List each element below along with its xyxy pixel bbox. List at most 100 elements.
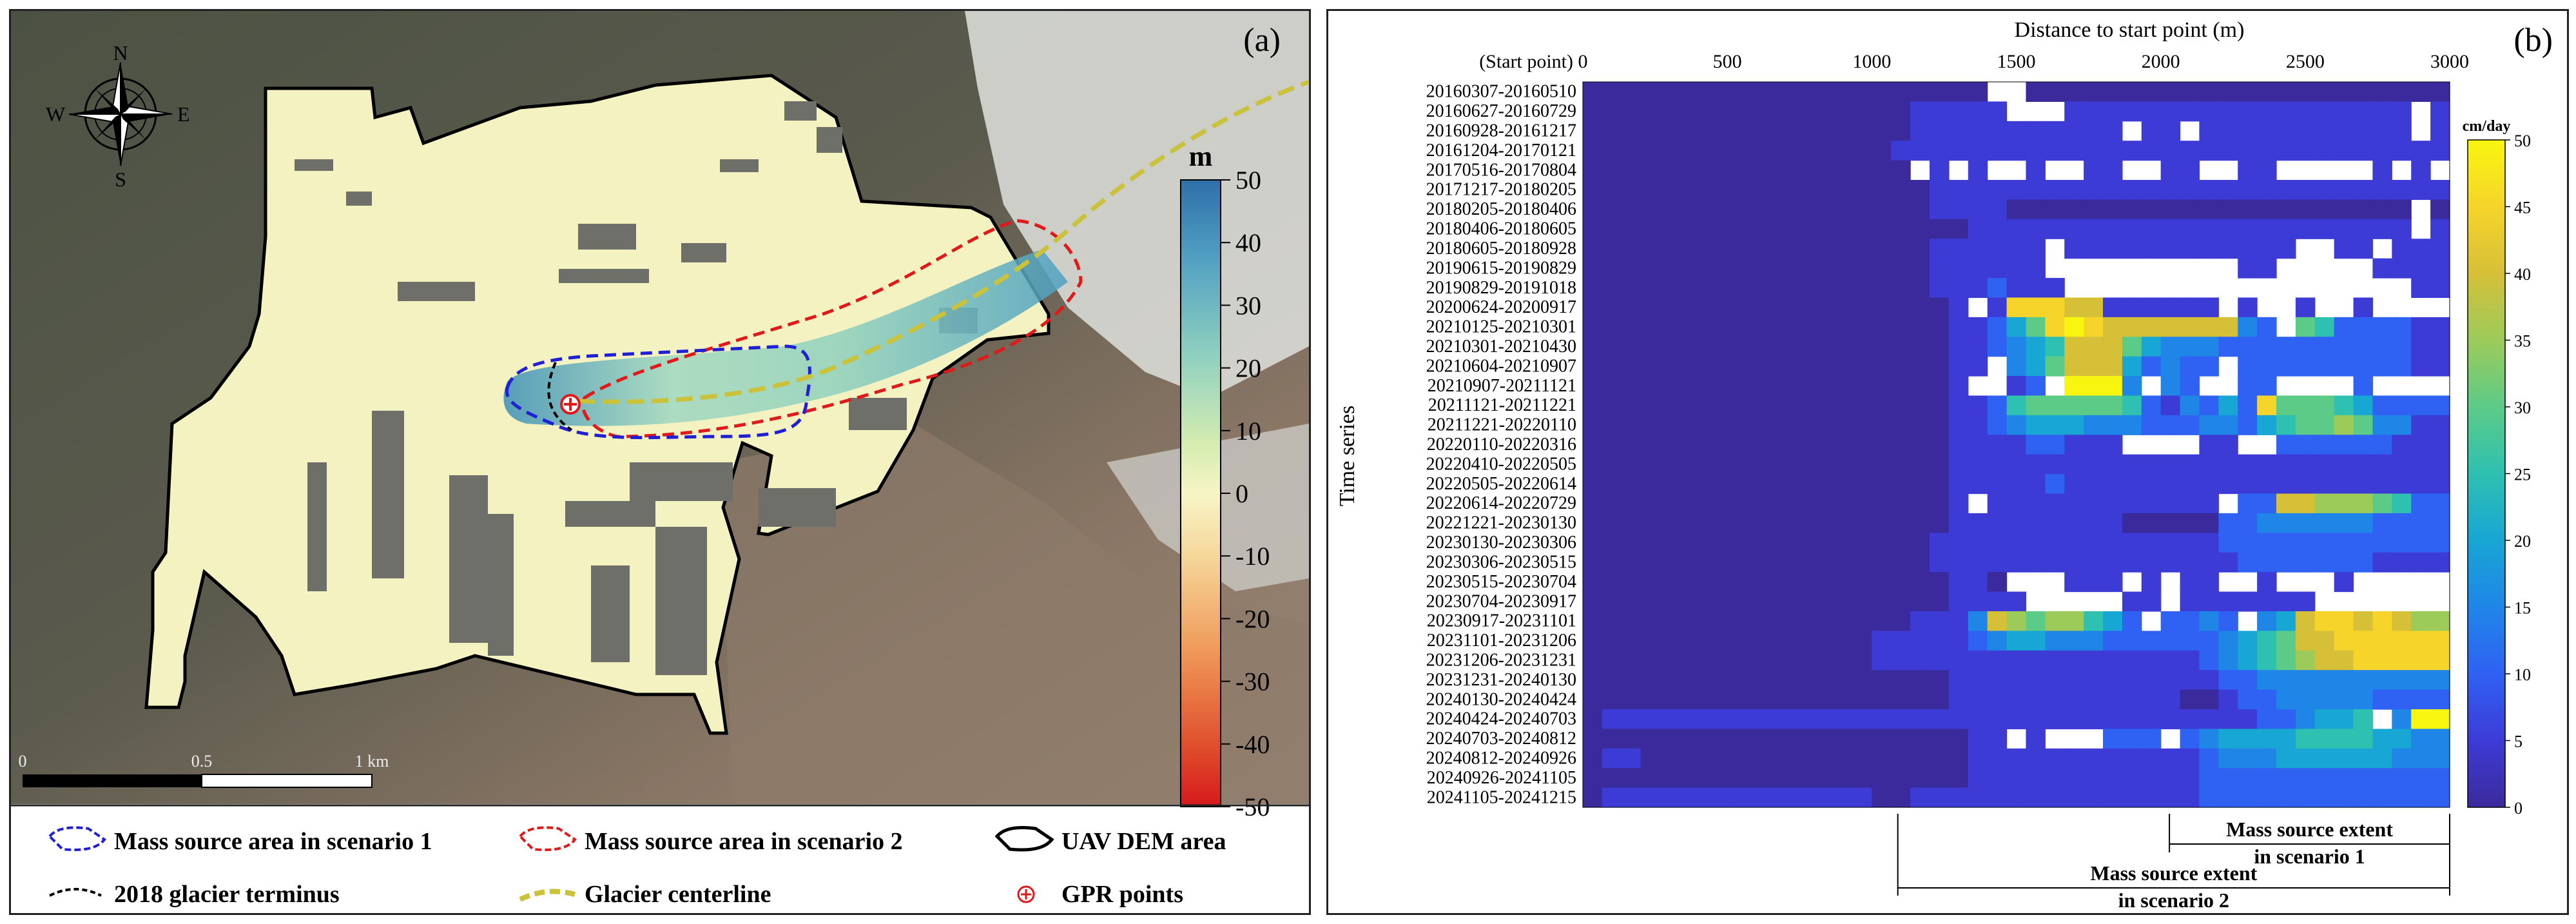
heatmap-cell: [1660, 572, 1680, 593]
heatmap-cell: [1756, 356, 1776, 377]
colorbar-tick-label: 20: [1235, 354, 1261, 383]
heatmap-cell: [2218, 454, 2238, 475]
heatmap-cell: [2218, 513, 2238, 533]
heatmap-cell: [1910, 787, 1930, 808]
heatmap-cell: [2295, 121, 2316, 141]
heatmap-cell: [1621, 141, 1641, 161]
heatmap-cell: [2411, 670, 2431, 691]
heatmap-cell: [2257, 552, 2277, 573]
heatmap-cell: [2199, 709, 2219, 729]
heatmap-cell: [1602, 82, 1622, 103]
heatmap-cell: [2045, 474, 2065, 495]
heatmap-cell: [1814, 337, 1834, 357]
heatmap-cell: [1833, 435, 1854, 455]
heatmap-cell: [2122, 689, 2142, 710]
heatmap-cell: [2160, 533, 2181, 553]
heatmap-cell: [2122, 729, 2142, 749]
heatmap-cell: [2238, 748, 2258, 769]
heatmap-cell: [1679, 395, 1699, 416]
heatmap-cell: [2180, 631, 2200, 651]
heatmap-cell: [1814, 533, 1834, 553]
heatmap-cell: [2372, 199, 2392, 220]
heatmap-cell: [1910, 219, 1930, 239]
heatmap-cell: [1968, 474, 1988, 495]
heatmap-cell: [1737, 474, 1757, 495]
heatmap-cell: [1794, 141, 1815, 161]
heatmap-cell: [1948, 611, 1969, 631]
heatmap-cell: [2084, 552, 2104, 573]
heatmap-cell: [2238, 689, 2258, 710]
heatmap-cell: [2199, 670, 2219, 691]
heatmap-cell: [1948, 709, 1969, 729]
heatmap-cell: [1583, 337, 1603, 357]
heatmap-cell: [2006, 513, 2027, 533]
heatmap-cell: [1718, 748, 1738, 769]
heatmap-cell: [1852, 474, 1872, 495]
heatmap-cell: [1737, 572, 1757, 593]
heatmap-cell: [1948, 258, 1969, 279]
heatmap-cell: [1910, 356, 1930, 377]
heatmap-cell: [2026, 513, 2046, 533]
heatmap-cell: [1930, 160, 1950, 181]
heatmap-cell: [2103, 199, 2123, 220]
heatmap-cell: [2064, 121, 2084, 141]
heatmap-cell: [2026, 493, 2046, 514]
heatmap-cell: [2392, 219, 2412, 239]
heatmap-cell: [2084, 180, 2104, 201]
heatmap-cell: [1679, 317, 1699, 337]
heatmap-cell: [1756, 376, 1776, 397]
heatmap-cell: [2314, 611, 2335, 631]
heatmap-cell: [1679, 552, 1699, 573]
heatmap-cell: [2045, 278, 2065, 299]
heatmap-cell: [1872, 787, 1892, 808]
heatmap-cell: [2084, 670, 2104, 691]
heatmap-cell: [2026, 415, 2046, 435]
colorbar-tick-label: 10: [1235, 417, 1261, 446]
heatmap-cell: [2314, 101, 2335, 122]
heatmap-cell: [2257, 121, 2277, 141]
row-label: 20230704-20230917: [1426, 591, 1576, 611]
heatmap-cell: [2430, 141, 2450, 161]
heatmap-cell: [1679, 376, 1699, 397]
heatmap-cell: [1775, 787, 1796, 808]
heatmap-cell: [2334, 141, 2354, 161]
heatmap-cell: [1602, 748, 1622, 769]
heatmap-cell: [2026, 454, 2046, 475]
heatmap-cell: [2430, 278, 2450, 299]
heatmap-cell: [2218, 689, 2238, 710]
heatmap-cell: [2141, 787, 2162, 808]
heatmap-cell: [1852, 611, 1872, 631]
heatmap-cell: [2257, 376, 2277, 397]
heatmap-cell: [1852, 435, 1872, 455]
heatmap-cell: [1891, 670, 1911, 691]
heatmap-cell: [2295, 611, 2316, 631]
x-axis-title: Distance to start point (m): [2015, 18, 2245, 42]
heatmap-cell: [1891, 454, 1911, 475]
heatmap-cell: [2411, 768, 2431, 789]
heatmap-cell: [2006, 297, 2027, 318]
heatmap-cell: [1679, 787, 1699, 808]
heatmap-cell: [2103, 474, 2123, 495]
heatmap-cell: [1679, 631, 1699, 651]
heatmap-cell: [1602, 258, 1622, 279]
heatmap-cell: [2045, 199, 2065, 220]
heatmap-cell: [1948, 474, 1969, 495]
heatmap-cell: [1872, 572, 1892, 593]
heatmap-cell: [1756, 121, 1776, 141]
heatmap-cell: [2295, 631, 2316, 651]
heatmap-cell: [2160, 787, 2181, 808]
heatmap-cell: [1679, 219, 1699, 239]
heatmap-cell: [2199, 729, 2219, 749]
heatmap-cell: [1814, 199, 1834, 220]
heatmap-cell: [2084, 121, 2104, 141]
heatmap-cell: [2006, 709, 2027, 729]
heatmap-cell: [1948, 297, 1969, 318]
heatmap-cell: [2353, 121, 2374, 141]
heatmap-cell: [1775, 493, 1796, 514]
heatmap-cell: [1968, 748, 1988, 769]
heatmap-cell: [2199, 395, 2219, 416]
heatmap-cell: [1583, 415, 1603, 435]
heatmap-cell: [2122, 670, 2142, 691]
heatmap-cell: [1833, 591, 1854, 612]
heatmap-cell: [1930, 82, 1950, 103]
